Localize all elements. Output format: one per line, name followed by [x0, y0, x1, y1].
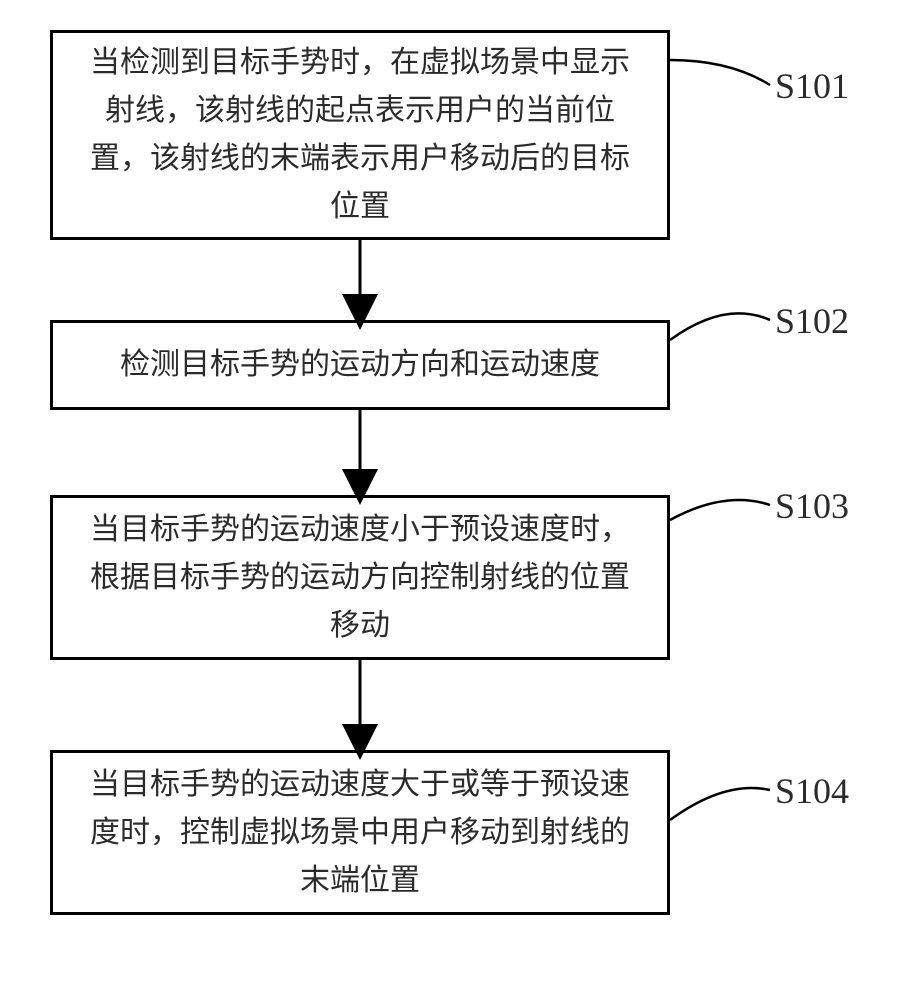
leader-s103	[670, 500, 770, 520]
label-text: S102	[775, 301, 849, 341]
label-text: S103	[775, 486, 849, 526]
step-text: 当目标手势的运动速度小于预设速度时，根据目标手势的运动方向控制射线的位置移动	[79, 506, 641, 650]
step-label-s101: S101	[775, 65, 849, 107]
step-label-s104: S104	[775, 770, 849, 812]
flowchart-step-s104: 当目标手势的运动速度大于或等于预设速度时，控制虚拟场景中用户移动到射线的末端位置	[50, 750, 670, 915]
step-label-s103: S103	[775, 485, 849, 527]
flowchart-canvas: 当检测到目标手势时，在虚拟场景中显示射线，该射线的起点表示用户的当前位置，该射线…	[0, 0, 910, 1000]
step-text: 检测目标手势的运动方向和运动速度	[120, 341, 600, 389]
flowchart-step-s103: 当目标手势的运动速度小于预设速度时，根据目标手势的运动方向控制射线的位置移动	[50, 495, 670, 660]
leader-s104	[670, 788, 770, 820]
label-text: S104	[775, 771, 849, 811]
step-label-s102: S102	[775, 300, 849, 342]
leader-s101	[670, 60, 770, 85]
leader-s102	[670, 313, 770, 340]
label-text: S101	[775, 66, 849, 106]
flowchart-step-s102: 检测目标手势的运动方向和运动速度	[50, 320, 670, 410]
step-text: 当目标手势的运动速度大于或等于预设速度时，控制虚拟场景中用户移动到射线的末端位置	[79, 761, 641, 905]
flowchart-step-s101: 当检测到目标手势时，在虚拟场景中显示射线，该射线的起点表示用户的当前位置，该射线…	[50, 30, 670, 240]
step-text: 当检测到目标手势时，在虚拟场景中显示射线，该射线的起点表示用户的当前位置，该射线…	[79, 39, 641, 231]
